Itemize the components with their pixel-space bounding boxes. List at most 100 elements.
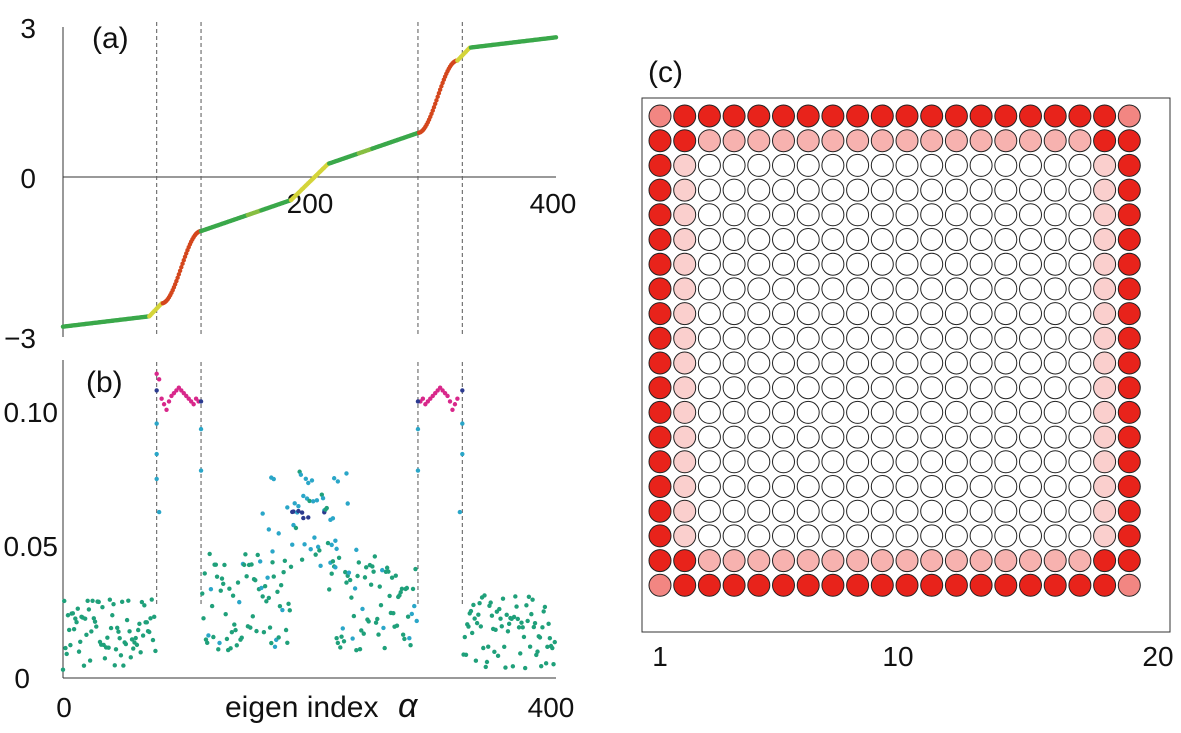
panel-b-point — [415, 426, 421, 432]
lattice-site — [870, 178, 894, 202]
lattice-site — [1043, 252, 1067, 276]
panel-b-point — [233, 627, 238, 633]
panel-b-point — [296, 508, 301, 514]
lattice-site — [821, 499, 845, 523]
lattice-site — [1043, 277, 1067, 301]
panel-b-point — [84, 632, 89, 637]
panel-b-point — [410, 586, 416, 592]
lattice-site — [1117, 178, 1141, 202]
lattice-site — [673, 400, 697, 424]
panel-b-point — [276, 635, 281, 640]
lattice-site — [920, 153, 944, 177]
lattice-site — [1043, 203, 1067, 227]
lattice-site — [895, 376, 919, 400]
lattice-site — [796, 475, 820, 498]
panel-b-point — [113, 647, 119, 652]
panel-b-point — [314, 498, 320, 503]
lattice-site — [969, 228, 993, 251]
lattice-site — [1043, 178, 1067, 202]
panel-b-point — [150, 637, 156, 643]
lattice-site — [846, 178, 870, 202]
panel-a-point — [175, 275, 180, 280]
panel-b-point — [330, 559, 336, 564]
panel-b-guide-lines — [156, 362, 463, 605]
panel-b-point — [483, 664, 488, 670]
lattice-site — [870, 400, 894, 424]
lattice-site — [1068, 129, 1092, 153]
panel-b-point — [205, 640, 210, 646]
panel-b-point — [111, 601, 116, 607]
lattice-site — [895, 252, 919, 276]
panel-b-point — [521, 634, 527, 640]
panel-a-point — [436, 91, 442, 96]
panel-b-point — [389, 575, 395, 580]
lattice-site — [1093, 252, 1117, 276]
lattice-site — [994, 573, 1018, 597]
lattice-site — [895, 450, 919, 474]
panel-b-point — [209, 603, 215, 609]
lattice-site — [673, 178, 697, 202]
lattice-site — [1068, 228, 1092, 251]
lattice-site — [722, 549, 746, 573]
lattice-site — [994, 228, 1018, 251]
lattice-site — [821, 326, 845, 350]
panel-b-point — [235, 580, 241, 585]
panel-b-point — [352, 586, 358, 591]
panel-b-point — [518, 651, 523, 656]
panel-b-point — [142, 603, 147, 608]
lattice-site — [1043, 400, 1067, 424]
panel-a-label: (a) — [92, 22, 129, 55]
lattice-site — [895, 277, 919, 301]
lattice-site — [722, 400, 746, 424]
panel-a-point — [180, 261, 185, 266]
lattice-site — [920, 178, 944, 202]
lattice-site — [1068, 326, 1092, 350]
panel-b-point — [137, 621, 142, 627]
panel-b-point — [154, 421, 159, 426]
lattice-site — [920, 549, 944, 573]
lattice-site — [821, 302, 845, 326]
lattice-site — [821, 425, 845, 449]
lattice-site — [772, 524, 795, 548]
lattice-site — [969, 178, 993, 202]
lattice-site — [895, 153, 919, 177]
lattice-site — [846, 252, 870, 276]
panel-b-point — [312, 535, 317, 540]
panel-b-point — [270, 549, 275, 554]
panel-b-point — [133, 635, 138, 641]
panel-a-point — [437, 87, 443, 92]
lattice-site — [969, 549, 993, 573]
panel-b-point — [356, 560, 361, 565]
panel-b-point — [320, 496, 326, 501]
panel-b-point — [345, 501, 350, 506]
lattice-site — [673, 228, 697, 251]
panel-b-point — [371, 569, 376, 574]
lattice-site — [772, 549, 795, 573]
lattice-site — [1019, 228, 1042, 251]
lattice-site — [895, 499, 919, 523]
lattice-site — [1093, 228, 1117, 251]
lattice-site — [673, 425, 697, 449]
lattice-site — [969, 326, 993, 350]
panel-b-point — [303, 476, 309, 481]
panel-b-point — [515, 616, 520, 622]
lattice-site — [1043, 153, 1067, 177]
panel-b-point — [466, 624, 471, 629]
lattice-site — [969, 400, 993, 424]
lattice-site — [1043, 376, 1067, 400]
panel-b-point — [460, 388, 465, 393]
lattice-site — [920, 203, 944, 227]
panel-b-point — [299, 510, 305, 515]
lattice-site — [697, 450, 721, 474]
lattice-site — [747, 104, 771, 128]
panel-b-point — [287, 608, 292, 613]
panel-b-point — [134, 642, 140, 648]
panel-b-point — [313, 552, 318, 557]
lattice-site — [1068, 450, 1092, 474]
panel-b-point — [545, 644, 550, 650]
panel-b-point — [115, 625, 120, 631]
panel-b-point — [542, 604, 548, 610]
lattice-site — [722, 302, 746, 326]
panel-a-point — [174, 278, 179, 284]
lattice-site — [994, 499, 1018, 523]
